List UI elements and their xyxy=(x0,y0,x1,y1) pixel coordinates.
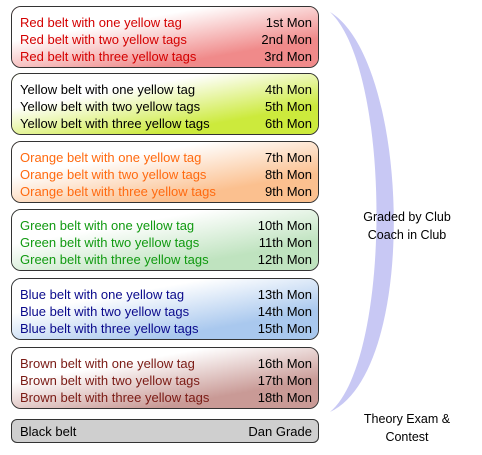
belt-row: Blue belt with three yellow tags 15th Mo… xyxy=(20,320,312,337)
belt-row-label: Brown belt with one yellow tag xyxy=(20,356,195,371)
belt-group-green: Green belt with one yellow tag 10th Mon … xyxy=(11,209,319,271)
belt-row: Blue belt with two yellow tags 14th Mon xyxy=(20,303,312,320)
belt-row-month: 6th Mon xyxy=(265,116,312,131)
belt-row-month: 18th Mon xyxy=(257,390,312,405)
belt-row: Orange belt with one yellow tag 7th Mon xyxy=(20,149,312,166)
belt-row-label: Green belt with three yellow tags xyxy=(20,252,209,267)
belt-group-brown: Brown belt with one yellow tag 16th Mon … xyxy=(11,347,319,409)
belt-row-label: Brown belt with three yellow tags xyxy=(20,390,210,405)
belt-row-month: 4th Mon xyxy=(265,82,312,97)
belt-row-label: Red belt with one yellow tag xyxy=(20,15,182,30)
dan-grade-label: Dan Grade xyxy=(248,424,312,439)
belt-row: Blue belt with one yellow tag 13th Mon xyxy=(20,286,312,303)
belt-row-label: Blue belt with two yellow tags xyxy=(20,304,190,319)
belt-row-label: Green belt with one yellow tag xyxy=(20,218,195,233)
belt-row-label: Red belt with two yellow tags xyxy=(20,32,187,47)
belt-row-month: 15th Mon xyxy=(257,321,312,336)
belt-row-label: Blue belt with three yellow tags xyxy=(20,321,199,336)
belt-row-label: Red belt with three yellow tags xyxy=(20,49,197,64)
belt-group-red: Red belt with one yellow tag 1st Mon Red… xyxy=(11,6,319,68)
belt-row: Green belt with three yellow tags 12th M… xyxy=(20,251,312,268)
belt-row-month: 9th Mon xyxy=(265,184,312,199)
belt-row-label: Yellow belt with one yellow tag xyxy=(20,82,196,97)
belt-row: Red belt with three yellow tags 3rd Mon xyxy=(20,48,312,65)
belt-row: Green belt with two yellow tags 11th Mon xyxy=(20,234,312,251)
belt-row-label: Green belt with two yellow tags xyxy=(20,235,200,250)
belt-row-month: 11th Mon xyxy=(258,235,312,250)
belt-row: Brown belt with two yellow tags 17th Mon xyxy=(20,372,312,389)
belt-row-month: 16th Mon xyxy=(257,356,312,371)
belt-row-label: Yellow belt with three yellow tags xyxy=(20,116,210,131)
belt-row-label: Orange belt with two yellow tags xyxy=(20,167,207,182)
belt-row: Orange belt with two yellow tags 8th Mon xyxy=(20,166,312,183)
graded-by-club-label: Graded by Club Coach in Club xyxy=(352,208,462,244)
belt-row-month: 17th Mon xyxy=(257,373,312,388)
belt-row-month: 3rd Mon xyxy=(264,49,312,64)
belt-row-month: 2nd Mon xyxy=(261,32,312,47)
belt-row-month: 10th Mon xyxy=(257,218,312,233)
belt-row-month: 8th Mon xyxy=(265,167,312,182)
belt-row-month: 1st Mon xyxy=(265,15,312,30)
belt-row-month: 12th Mon xyxy=(257,252,312,267)
belt-row-label: Brown belt with two yellow tags xyxy=(20,373,200,388)
belt-row-label: Orange belt with three yellow tags xyxy=(20,184,216,199)
belt-group-orange: Orange belt with one yellow tag 7th Mon … xyxy=(11,141,319,203)
belt-row: Green belt with one yellow tag 10th Mon xyxy=(20,217,312,234)
belt-group-blue: Blue belt with one yellow tag 13th Mon B… xyxy=(11,278,319,340)
belt-row-month: 7th Mon xyxy=(265,150,312,165)
belt-row: Brown belt with three yellow tags 18th M… xyxy=(20,389,312,406)
belt-group-black: Black belt Dan Grade xyxy=(11,419,319,443)
theory-exam-label: Theory Exam & Contest xyxy=(352,410,462,446)
theory-label-line1: Theory Exam & xyxy=(363,412,451,426)
theory-label-line2: Contest xyxy=(385,430,429,444)
belt-row-month: 13th Mon xyxy=(257,287,312,302)
belt-row-label: Blue belt with one yellow tag xyxy=(20,287,185,302)
belt-row: Red belt with one yellow tag 1st Mon xyxy=(20,14,312,31)
belt-row-label: Orange belt with one yellow tag xyxy=(20,150,202,165)
belt-row: Brown belt with one yellow tag 16th Mon xyxy=(20,355,312,372)
belt-row-label: Yellow belt with two yellow tags xyxy=(20,99,201,114)
grading-bracket-shape xyxy=(330,12,394,412)
belt-group-yellow: Yellow belt with one yellow tag 4th Mon … xyxy=(11,73,319,135)
belt-row: Yellow belt with one yellow tag 4th Mon xyxy=(20,81,312,98)
graded-label-line1: Graded by Club xyxy=(363,210,451,224)
belt-row: Yellow belt with two yellow tags 5th Mon xyxy=(20,98,312,115)
belt-row-month: 14th Mon xyxy=(257,304,312,319)
graded-label-line2: Coach in Club xyxy=(367,228,447,242)
belt-row: Black belt Dan Grade xyxy=(20,423,312,440)
belt-row: Red belt with two yellow tags 2nd Mon xyxy=(20,31,312,48)
belt-row: Yellow belt with three yellow tags 6th M… xyxy=(20,115,312,132)
belt-row: Orange belt with three yellow tags 9th M… xyxy=(20,183,312,200)
black-belt-label: Black belt xyxy=(20,424,77,439)
belt-row-month: 5th Mon xyxy=(265,99,312,114)
